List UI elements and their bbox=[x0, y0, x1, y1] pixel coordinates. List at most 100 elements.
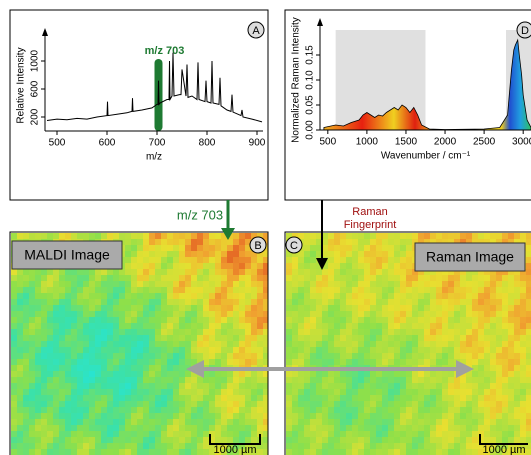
map-pixel bbox=[167, 281, 174, 288]
map-pixel bbox=[526, 425, 531, 432]
map-pixel bbox=[167, 299, 174, 306]
map-pixel bbox=[227, 311, 234, 318]
map-pixel bbox=[328, 281, 335, 288]
map-pixel bbox=[358, 293, 365, 300]
map-pixel bbox=[179, 305, 186, 312]
map-pixel bbox=[53, 311, 60, 318]
map-pixel bbox=[143, 395, 150, 402]
map-pixel bbox=[460, 233, 467, 240]
map-pixel bbox=[286, 281, 293, 288]
map-pixel bbox=[478, 401, 485, 408]
map-pixel bbox=[364, 431, 371, 438]
map-pixel bbox=[89, 395, 96, 402]
map-pixel bbox=[358, 263, 365, 270]
map-pixel bbox=[191, 437, 198, 444]
map-pixel bbox=[215, 371, 222, 378]
map-pixel bbox=[137, 425, 144, 432]
map-pixel bbox=[191, 389, 198, 396]
map-pixel bbox=[221, 275, 228, 282]
map-pixel bbox=[304, 323, 311, 330]
map-pixel bbox=[59, 377, 66, 384]
map-pixel bbox=[328, 257, 335, 264]
map-pixel bbox=[101, 407, 108, 414]
map-pixel bbox=[334, 401, 341, 408]
map-pixel bbox=[71, 383, 78, 390]
map-pixel bbox=[155, 269, 162, 276]
map-pixel bbox=[131, 371, 138, 378]
map-pixel bbox=[131, 329, 138, 336]
map-pixel bbox=[406, 377, 413, 384]
map-pixel bbox=[101, 341, 108, 348]
map-pixel bbox=[125, 239, 132, 246]
map-pixel bbox=[472, 395, 479, 402]
map-pixel bbox=[466, 443, 473, 450]
map-pixel bbox=[412, 305, 419, 312]
map-pixel bbox=[478, 335, 485, 342]
map-pixel bbox=[89, 287, 96, 294]
map-pixel bbox=[173, 281, 180, 288]
map-pixel bbox=[221, 299, 228, 306]
map-pixel bbox=[514, 437, 521, 444]
map-pixel bbox=[257, 449, 264, 455]
map-pixel bbox=[263, 371, 270, 378]
map-pixel bbox=[191, 305, 198, 312]
map-pixel bbox=[364, 263, 371, 270]
map-pixel bbox=[514, 383, 521, 390]
map-pixel bbox=[59, 389, 66, 396]
map-pixel bbox=[478, 431, 485, 438]
map-pixel bbox=[143, 257, 150, 264]
map-pixel bbox=[460, 407, 467, 414]
map-pixel bbox=[358, 347, 365, 354]
map-pixel bbox=[41, 359, 48, 366]
map-pixel bbox=[149, 401, 156, 408]
map-pixel bbox=[53, 323, 60, 330]
map-pixel bbox=[83, 281, 90, 288]
map-pixel bbox=[149, 281, 156, 288]
map-pixel bbox=[352, 377, 359, 384]
map-pixel bbox=[257, 425, 264, 432]
map-pixel bbox=[125, 377, 132, 384]
map-pixel bbox=[173, 377, 180, 384]
map-pixel bbox=[466, 419, 473, 426]
map-pixel bbox=[41, 281, 48, 288]
map-pixel bbox=[424, 335, 431, 342]
map-pixel bbox=[298, 323, 305, 330]
map-pixel bbox=[125, 413, 132, 420]
map-pixel bbox=[77, 413, 84, 420]
map-pixel bbox=[478, 395, 485, 402]
map-pixel bbox=[376, 299, 383, 306]
map-pixel bbox=[310, 449, 317, 455]
map-pixel bbox=[113, 347, 120, 354]
map-pixel bbox=[526, 269, 531, 276]
map-pixel bbox=[508, 383, 515, 390]
map-pixel bbox=[113, 269, 120, 276]
map-pixel bbox=[514, 299, 521, 306]
map-pixel bbox=[29, 293, 36, 300]
map-pixel bbox=[520, 383, 527, 390]
map-pixel bbox=[298, 413, 305, 420]
map-pixel bbox=[71, 377, 78, 384]
map-pixel bbox=[83, 371, 90, 378]
map-pixel bbox=[466, 323, 473, 330]
map-pixel bbox=[520, 371, 527, 378]
map-pixel bbox=[227, 257, 234, 264]
map-pixel bbox=[245, 281, 252, 288]
map-pixel bbox=[209, 317, 216, 324]
map-pixel bbox=[292, 389, 299, 396]
map-pixel bbox=[89, 383, 96, 390]
map-pixel bbox=[478, 371, 485, 378]
map-pixel bbox=[430, 233, 437, 240]
map-pixel bbox=[89, 299, 96, 306]
map-pixel bbox=[47, 371, 54, 378]
map-pixel bbox=[454, 353, 461, 360]
map-pixel bbox=[11, 377, 18, 384]
map-pixel bbox=[263, 275, 270, 282]
map-pixel bbox=[520, 365, 527, 372]
map-pixel bbox=[442, 431, 449, 438]
map-pixel bbox=[310, 281, 317, 288]
map-pixel bbox=[472, 413, 479, 420]
map-pixel bbox=[251, 335, 258, 342]
map-pixel bbox=[520, 275, 527, 282]
map-pixel bbox=[496, 233, 503, 240]
map-pixel bbox=[101, 281, 108, 288]
